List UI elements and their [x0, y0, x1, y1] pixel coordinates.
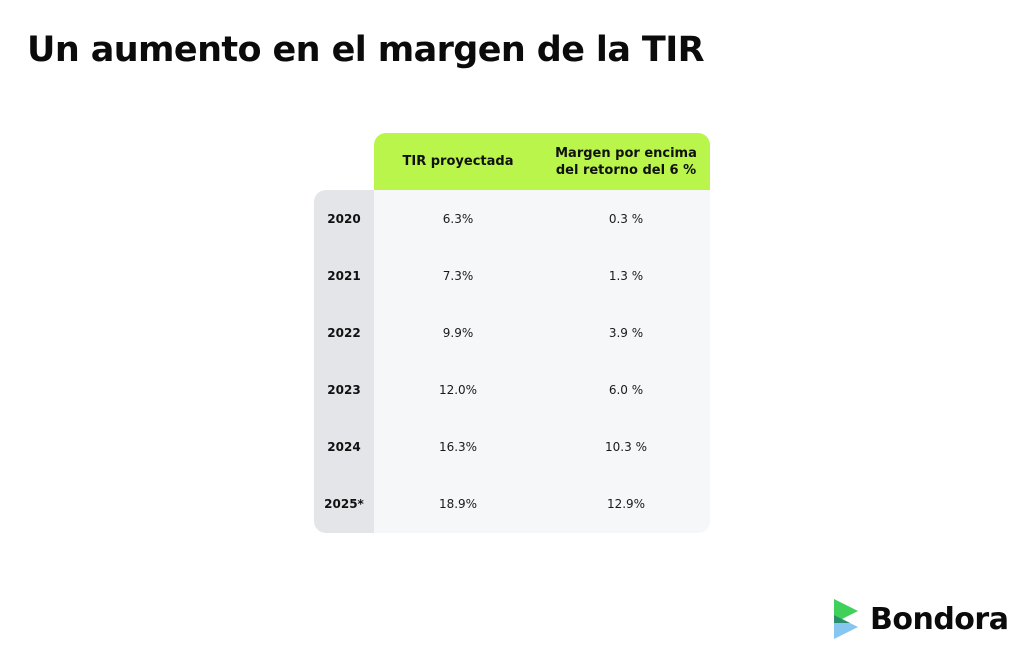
table-header-band [374, 133, 710, 190]
logo-mark-top [834, 599, 858, 623]
bondora-logo: Bondora [832, 597, 1009, 641]
year-cell: 2025* [324, 496, 364, 511]
header-margen: Margen por encima del retorno del 6 % [542, 133, 710, 190]
margin-cell: 6.0 % [608, 382, 644, 397]
tir-cell: 7.3% [442, 268, 474, 283]
tir-cell: 12.0% [438, 382, 478, 397]
margin-cell: 0.3 % [608, 211, 644, 226]
table-row: 2020 6.3% 0.3 % [314, 190, 710, 247]
year-cell: 2023 [327, 382, 361, 397]
tir-cell: 18.9% [438, 496, 478, 511]
brand-name: Bondora [870, 601, 1009, 637]
bondora-logo-icon [834, 599, 858, 639]
margin-cell: 1.3 % [608, 268, 644, 283]
table-row: 2024 16.3% 10.3 % [314, 418, 710, 475]
tir-cell: 9.9% [442, 325, 474, 340]
page-title: Un aumento en el margen de la TIR [27, 30, 705, 70]
logo-mark-overlap [834, 615, 850, 623]
table-row: 2021 7.3% 1.3 % [314, 247, 710, 304]
margin-cell: 10.3 % [605, 439, 647, 454]
margin-cell: 12.9% [606, 496, 646, 511]
table-body [374, 190, 710, 533]
header-tir-proyectada: TIR proyectada [402, 154, 514, 169]
header-margen-line2: del retorno del 6 % [555, 162, 697, 178]
table-row: 2022 9.9% 3.9 % [314, 304, 710, 361]
table-row: 2023 12.0% 6.0 % [314, 361, 710, 418]
year-cell: 2024 [327, 439, 361, 454]
tir-cell: 16.3% [438, 439, 478, 454]
margin-cell: 3.9 % [608, 325, 644, 340]
tir-cell: 6.3% [442, 211, 474, 226]
year-cell: 2020 [327, 211, 361, 226]
header-margen-line1: Margen por encima [555, 145, 697, 161]
year-column [314, 190, 374, 533]
year-cell: 2021 [327, 268, 361, 283]
tir-table: TIR proyectada Margen por encima del ret… [314, 133, 710, 533]
table-row: 2025* 18.9% 12.9% [314, 475, 710, 532]
year-cell: 2022 [327, 325, 361, 340]
